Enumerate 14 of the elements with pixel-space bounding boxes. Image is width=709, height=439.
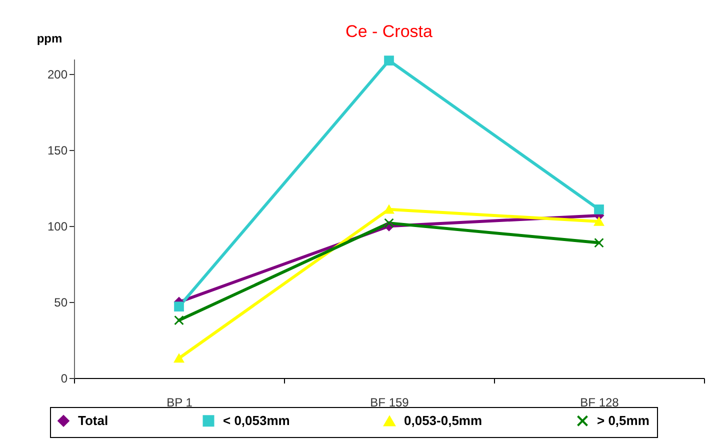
legend-label: < 0,053mm [223,412,290,428]
legend-label: 0,053-0,5mm [404,413,482,428]
y-tick-label: 150 [47,144,68,158]
x-tick-label: BF 128 [580,396,620,410]
x-tick-label: BP 1 [166,396,193,410]
y-tick-label: 50 [54,296,68,310]
y-tick-label: 200 [47,68,68,82]
y-tick-label: 0 [60,372,68,386]
legend-label: > 0,5mm [597,412,650,428]
legend-label: Total [78,412,108,428]
y-tick-label: 100 [47,220,68,234]
chart-title: Ce - Crosta [346,22,433,41]
y-axis-title: ppm [36,32,62,46]
x-tick-label: BF 159 [370,396,410,410]
